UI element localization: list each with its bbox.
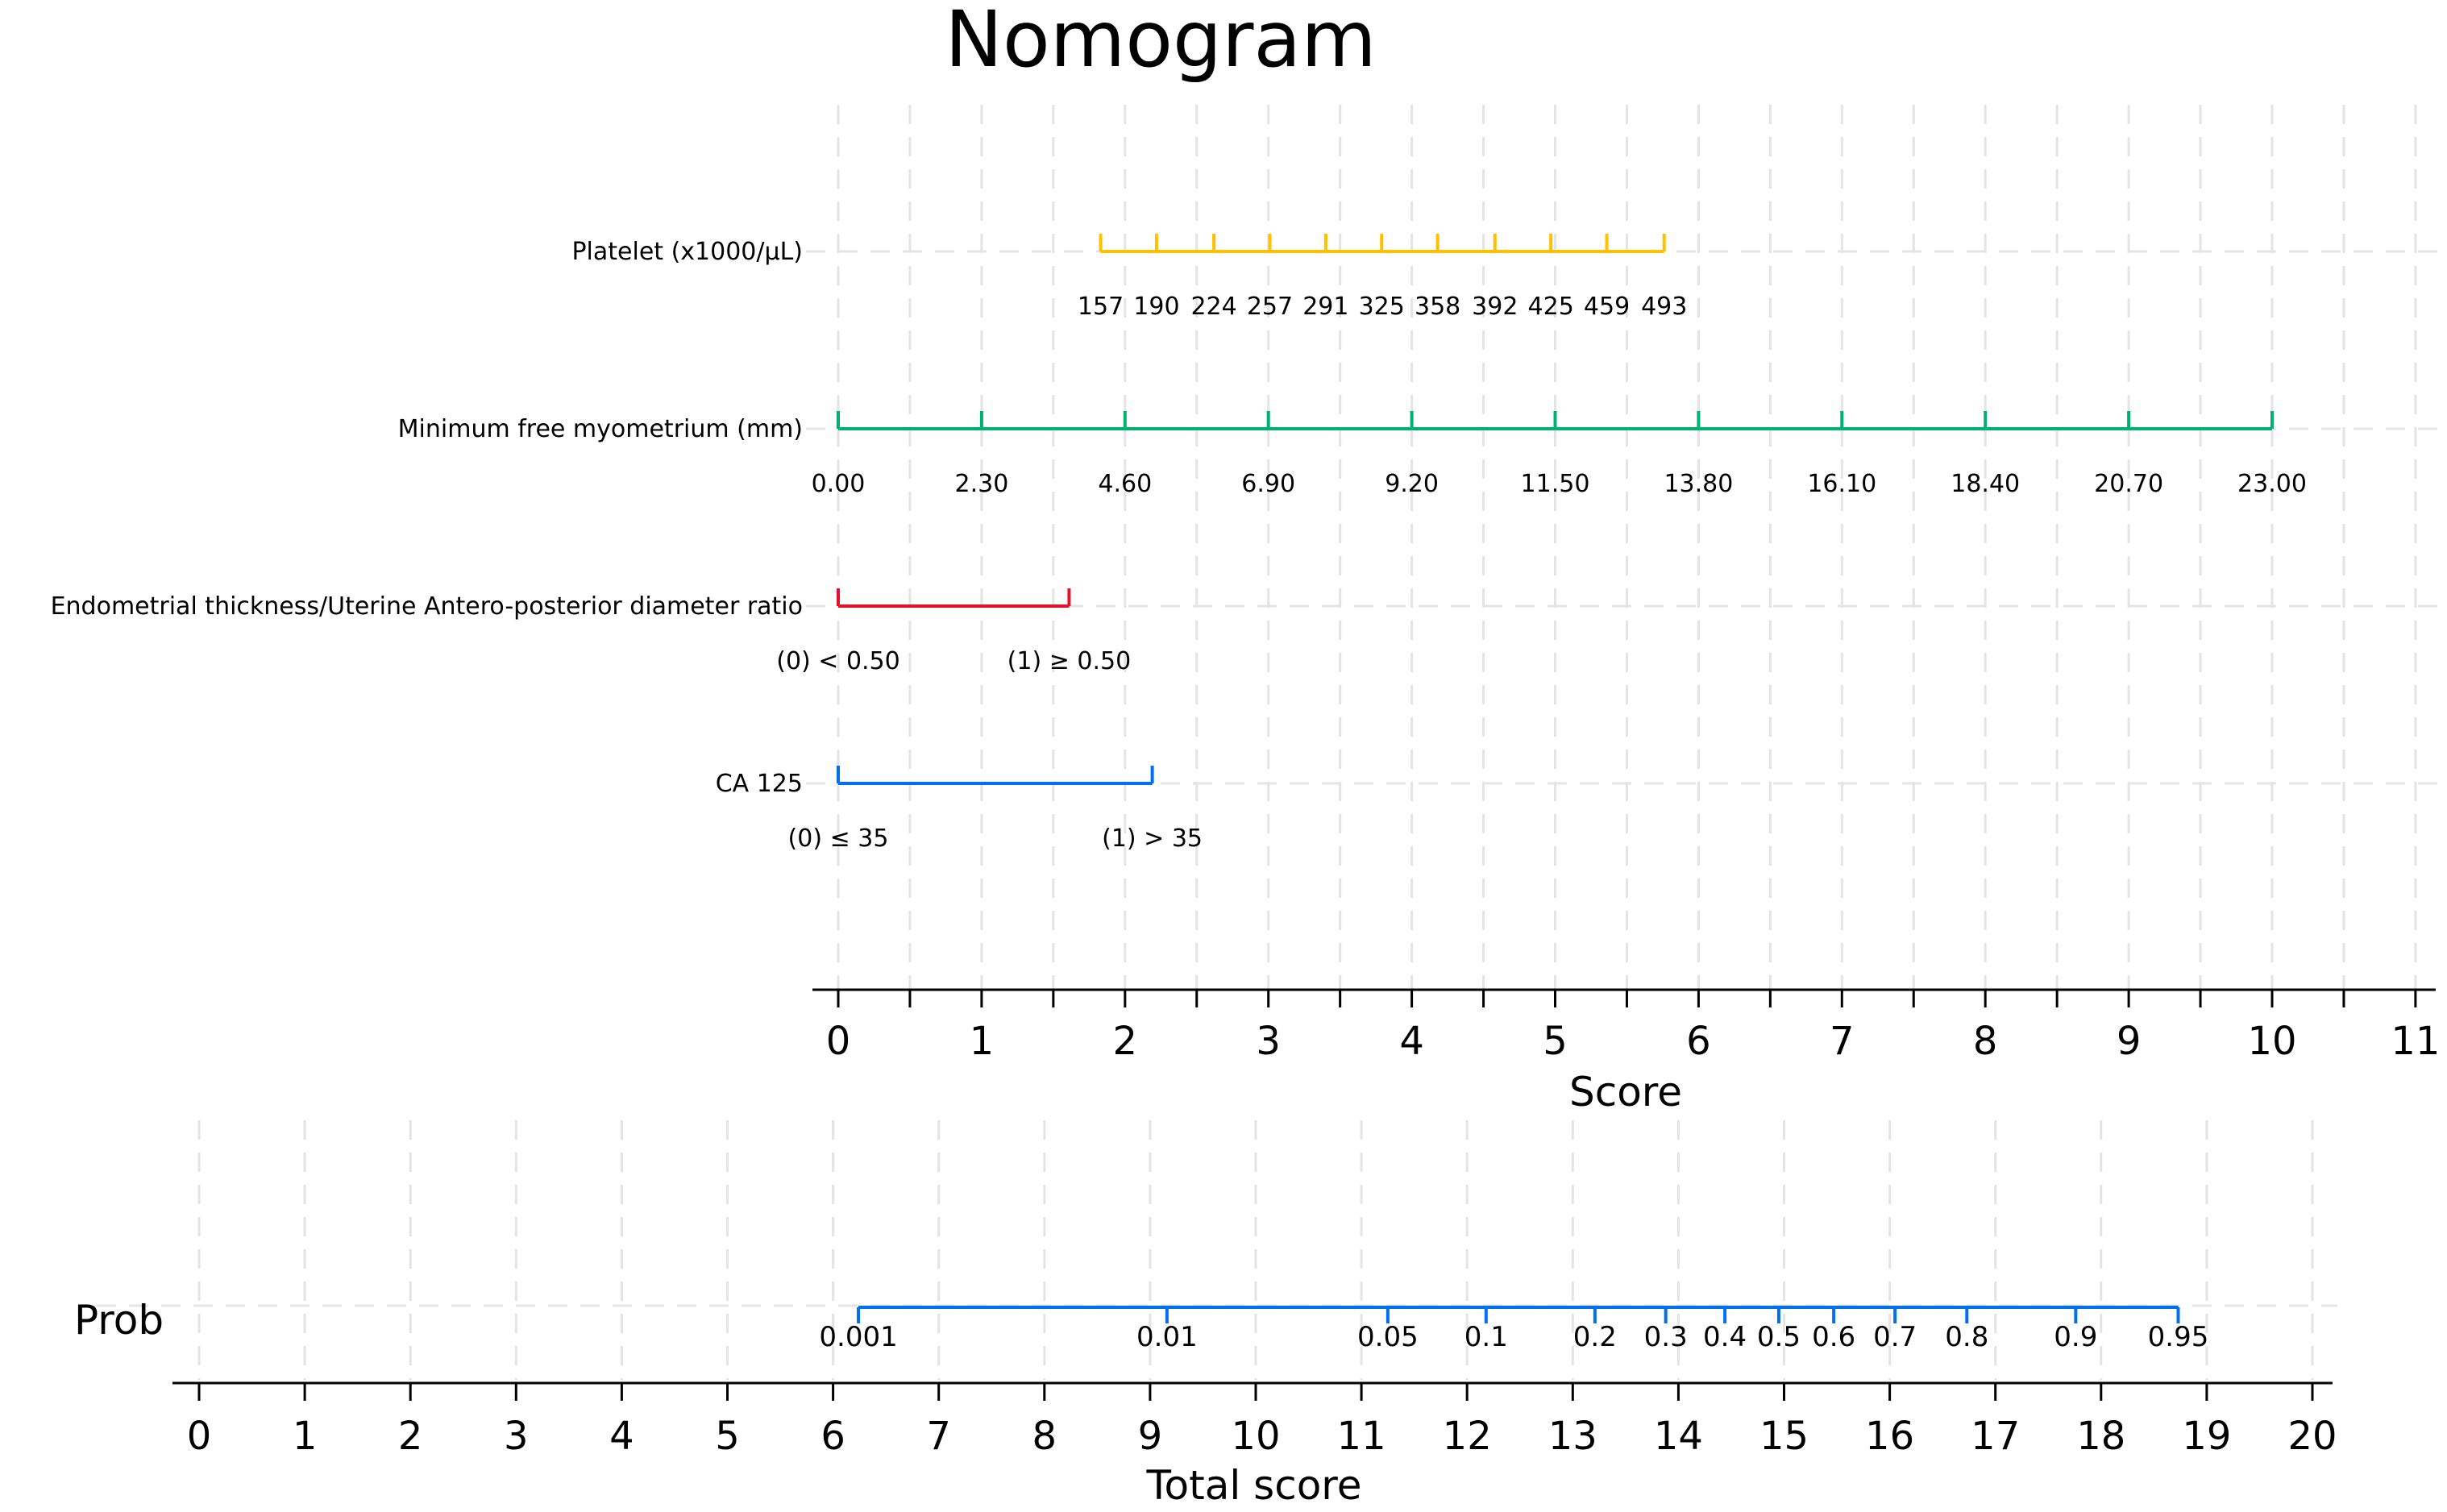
- total-axis-tick-label: 11: [1337, 1414, 1386, 1459]
- variable-label: Platelet (x1000/µL): [571, 238, 803, 266]
- variable-tick-label: 291: [1302, 293, 1348, 321]
- chart-title: Nomogram: [945, 0, 1377, 85]
- score-axis-tick-label: 5: [1543, 1019, 1568, 1064]
- score-axis-tick-label: 8: [1973, 1019, 1998, 1064]
- score-axis-tick-label: 3: [1256, 1019, 1281, 1064]
- variable-tick-label: 392: [1472, 293, 1518, 321]
- variable-tick-label: 325: [1359, 293, 1405, 321]
- variable-tick-label: 20.70: [2094, 470, 2163, 498]
- score-axis-tick-label: 0: [826, 1019, 851, 1064]
- variable-tick-label: 6.90: [1241, 470, 1295, 498]
- total-axis-tick-label: 2: [398, 1414, 423, 1459]
- total-axis-tick-label: 18: [2076, 1414, 2125, 1459]
- variable-label: Minimum free myometrium (mm): [398, 415, 803, 443]
- total-axis-tick-label: 7: [926, 1414, 951, 1459]
- variable-row: Endometrial thickness/Uterine Antero-pos…: [51, 588, 1132, 675]
- prob-tick-label: 0.05: [1357, 1321, 1419, 1353]
- variable-tick-label: (0) ≤ 35: [788, 825, 889, 853]
- variable-tick-label: 157: [1078, 293, 1124, 321]
- total-axis-tick-label: 19: [2182, 1414, 2231, 1459]
- variable-tick-label: (1) > 35: [1102, 825, 1203, 853]
- total-score-axis-title: Total score: [1145, 1462, 1361, 1509]
- total-axis-tick-label: 12: [1443, 1414, 1492, 1459]
- score-axis-tick-label: 9: [2117, 1019, 2142, 1064]
- total-axis-tick-label: 5: [715, 1414, 740, 1459]
- probability-scale: 0.001 0.01 0.05 0.1 0.2 0.3 0.4 0.5 0.6 0.7 0.8 0.9…: [819, 1306, 2209, 1353]
- variable-tick-label: 257: [1247, 293, 1293, 321]
- prob-tick-label: 0.6: [1812, 1321, 1855, 1353]
- prob-tick-label: 0.8: [1945, 1321, 1988, 1353]
- total-axis-tick-label: 14: [1654, 1414, 1703, 1459]
- prob-tick-label: 0.001: [819, 1321, 897, 1353]
- variable-tick-label: 0.00: [812, 470, 866, 498]
- total-axis-tick-label: 16: [1865, 1414, 1914, 1459]
- variable-tick-label: (0) < 0.50: [776, 647, 900, 675]
- total-axis-tick-label: 10: [1231, 1414, 1280, 1459]
- score-axis-tick-label: 11: [2391, 1019, 2440, 1064]
- variable-tick-label: 358: [1415, 293, 1460, 321]
- prob-tick-label: 0.9: [2054, 1321, 2097, 1353]
- total-axis-tick-label: 0: [187, 1414, 212, 1459]
- variable-scales: Platelet (x1000/µL) 157 190 224 257 291 325 358…: [51, 234, 2307, 853]
- variable-tick-label: 224: [1190, 293, 1236, 321]
- prob-tick-label: 0.3: [1644, 1321, 1688, 1353]
- total-axis-tick-label: 6: [821, 1414, 845, 1459]
- total-axis-tick-label: 20: [2287, 1414, 2337, 1459]
- score-axis-tick-label: 4: [1399, 1019, 1424, 1064]
- variable-row: CA 125 (0) ≤ 35 (1) > 35: [716, 766, 1203, 853]
- score-axis-tick-label: 6: [1686, 1019, 1711, 1064]
- variable-tick-label: (1) ≥ 0.50: [1007, 647, 1132, 675]
- total-axis-tick-label: 4: [609, 1414, 634, 1459]
- prob-label: Prob: [74, 1297, 164, 1344]
- score-axis: 0 1 2 3 4 5 6 7 8 9 10 11: [812, 988, 2440, 1064]
- variable-label: Endometrial thickness/Uterine Antero-pos…: [51, 592, 803, 621]
- prob-tick-label: 0.1: [1464, 1321, 1508, 1353]
- variable-tick-label: 4.60: [1098, 470, 1152, 498]
- total-axis-tick-label: 9: [1138, 1414, 1163, 1459]
- score-axis-tick-label: 10: [2247, 1019, 2296, 1064]
- variable-tick-label: 9.20: [1385, 470, 1439, 498]
- total-axis-tick-label: 8: [1032, 1414, 1057, 1459]
- score-axis-title: Score: [1569, 1069, 1682, 1115]
- variable-tick-label: 190: [1133, 293, 1179, 321]
- prob-tick-label: 0.7: [1873, 1321, 1917, 1353]
- variable-tick-label: 13.80: [1664, 470, 1733, 498]
- score-axis-tick-label: 2: [1113, 1019, 1138, 1064]
- total-score-axis: 0 1 2 3 4 5 6 7 8 9 10 11 12 13 14 15 16 17 18 19 20: [172, 1381, 2337, 1459]
- prob-tick-label: 0.01: [1136, 1321, 1198, 1353]
- total-axis-tick-label: 3: [504, 1414, 529, 1459]
- variable-row: Platelet (x1000/µL) 157 190 224 257 291 325 358…: [571, 234, 1687, 321]
- variable-tick-label: 18.40: [1951, 470, 2020, 498]
- variable-tick-label: 425: [1528, 293, 1574, 321]
- prob-tick-label: 0.2: [1573, 1321, 1617, 1353]
- variable-tick-label: 459: [1584, 293, 1630, 321]
- prob-tick-label: 0.5: [1757, 1321, 1801, 1353]
- variable-tick-label: 16.10: [1807, 470, 1876, 498]
- variable-tick-label: 23.00: [2237, 470, 2307, 498]
- total-axis-tick-label: 17: [1971, 1414, 2020, 1459]
- variable-tick-label: 493: [1641, 293, 1687, 321]
- total-axis-tick-label: 13: [1548, 1414, 1597, 1459]
- total-axis-tick-label: 15: [1759, 1414, 1809, 1459]
- total-axis-tick-label: 1: [293, 1414, 318, 1459]
- score-axis-tick-label: 1: [970, 1019, 995, 1064]
- gridlines: [97, 105, 2442, 1380]
- prob-tick-label: 0.4: [1703, 1321, 1747, 1353]
- variable-tick-label: 11.50: [1521, 470, 1590, 498]
- variable-tick-label: 2.30: [955, 470, 1009, 498]
- score-axis-tick-label: 7: [1830, 1019, 1855, 1064]
- prob-tick-label: 0.95: [2148, 1321, 2209, 1353]
- variable-row: Minimum free myometrium (mm) 0.00 2.30 4.60…: [398, 411, 2307, 498]
- variable-label: CA 125: [716, 770, 803, 798]
